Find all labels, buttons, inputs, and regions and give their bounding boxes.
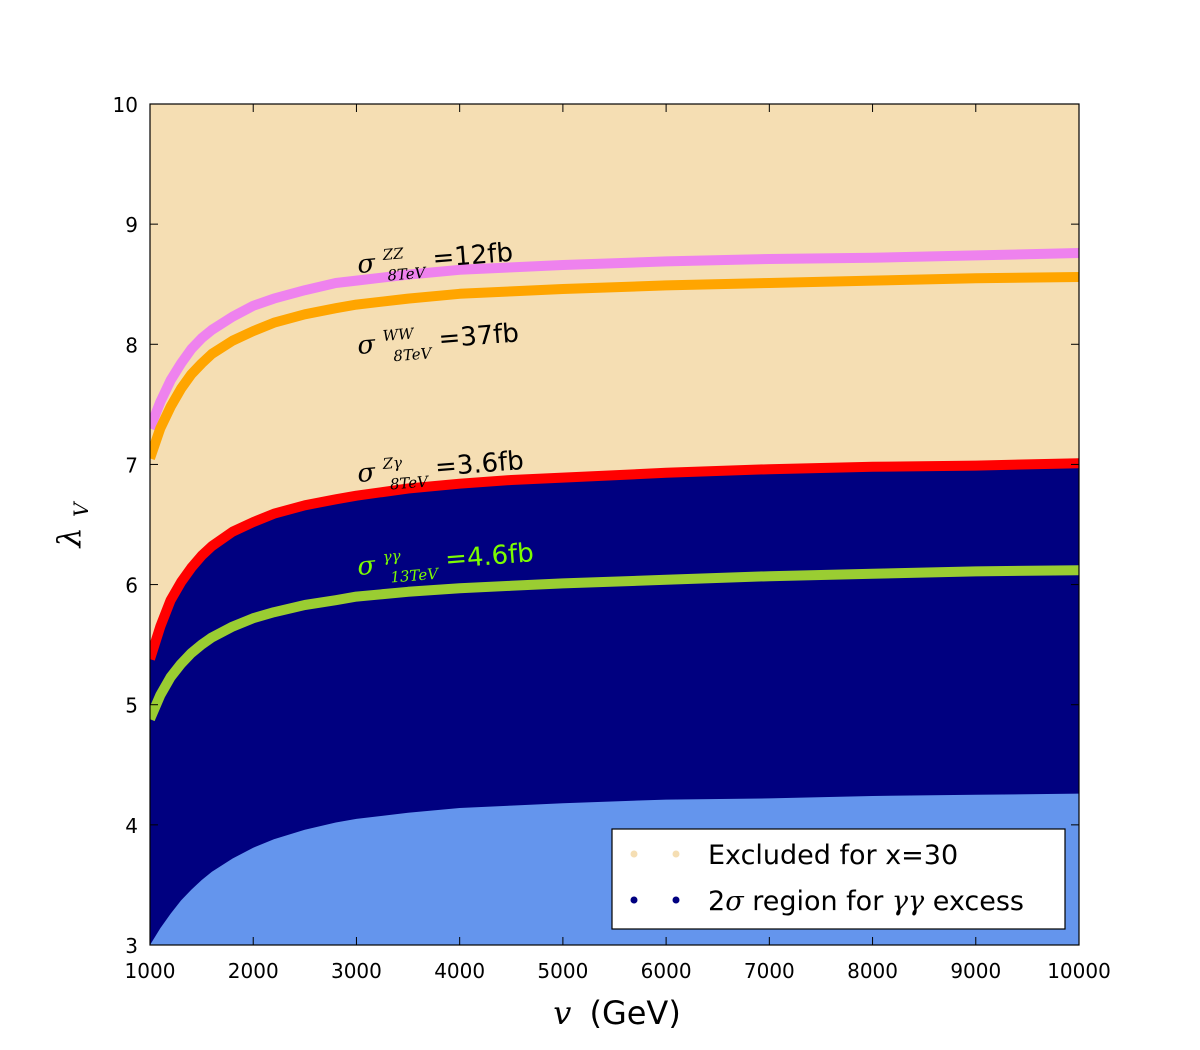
svg-text:σ ZZ 8TeV =1: σ ZZ 8TeV =12fb xyxy=(355,227,515,290)
x-tick-label: 9000 xyxy=(950,959,1001,983)
legend: Excluded for x=30 2σ region for γγ exces… xyxy=(611,828,1066,930)
curve-zgamma xyxy=(150,458,1079,661)
x-tick-label: 3000 xyxy=(331,959,382,983)
y-tick-label: 9 xyxy=(125,213,138,237)
svg-text:σ γγ 13TeV =: σ γγ 13TeV =4.6fb xyxy=(355,527,535,592)
y-tick-label: 3 xyxy=(125,934,138,958)
annotation-ww: σ WW 8TeV =37fb xyxy=(355,307,521,371)
y-tick-label: 4 xyxy=(125,814,138,838)
y-tick-label: 5 xyxy=(125,694,138,718)
y-tick-label: 7 xyxy=(125,453,138,477)
annotation-zgamma: σ Zγ 8TeV =3.6fb xyxy=(355,435,525,499)
annotation-zz: σ ZZ 8TeV =12fb xyxy=(355,227,515,290)
x-tick-label: 4000 xyxy=(434,959,485,983)
legend-marker-two-sigma xyxy=(672,896,680,904)
svg-text:σ WW 8TeV =3: σ WW 8TeV =37fb xyxy=(355,307,521,371)
legend-box xyxy=(611,828,1066,930)
legend-marker-excluded xyxy=(672,850,680,858)
y-axis-label: λ V xyxy=(50,500,93,549)
x-axis-ticks: 1000 2000 3000 4000 5000 6000 7000 8000 9000 1000… xyxy=(125,104,1111,983)
legend-label-excluded: Excluded for x=30 xyxy=(708,840,958,871)
x-tick-label: 8000 xyxy=(847,959,898,983)
x-tick-label: 1000 xyxy=(125,959,176,983)
svg-text:σ Zγ 8TeV =3: σ Zγ 8TeV =3.6fb xyxy=(355,435,525,499)
x-tick-label: 2000 xyxy=(228,959,279,983)
annotation-gammagamma: σ γγ 13TeV =4.6fb xyxy=(355,527,535,592)
legend-marker-two-sigma xyxy=(630,896,638,904)
curve-ww xyxy=(150,272,1079,461)
x-axis-label: v (GeV) xyxy=(553,994,681,1032)
series-curves xyxy=(150,248,1079,722)
y-tick-label: 8 xyxy=(125,333,138,357)
curve-zz xyxy=(150,248,1079,431)
x-tick-label: 7000 xyxy=(744,959,795,983)
legend-label-two-sigma: 2σ region for γγ excess xyxy=(708,886,1024,917)
y-axis-ticks: 3 4 5 6 7 8 9 10 xyxy=(113,93,1079,958)
plot-frame xyxy=(149,103,1080,946)
y-tick-label: 6 xyxy=(125,574,138,598)
legend-marker-excluded xyxy=(630,850,638,858)
x-tick-label: 6000 xyxy=(641,959,692,983)
x-tick-label: 10000 xyxy=(1047,959,1111,983)
y-tick-label: 10 xyxy=(113,93,138,117)
curve-gammagamma xyxy=(150,565,1079,722)
x-tick-label: 5000 xyxy=(537,959,588,983)
